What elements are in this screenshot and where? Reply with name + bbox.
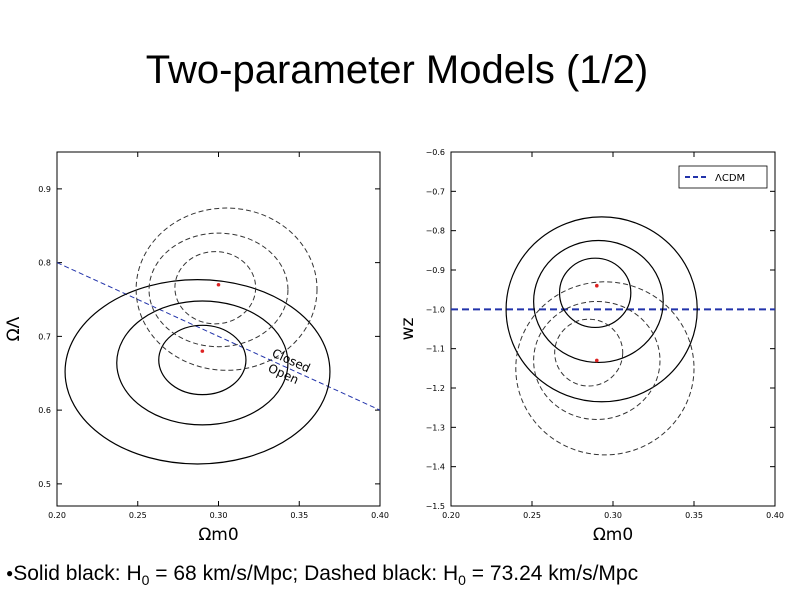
y-tick-label: −1.5 <box>426 502 445 511</box>
solid-best-fit-point <box>200 349 205 353</box>
caption-text-3: = 73.24 km/s/Mpc <box>465 562 639 585</box>
y-axis-label: wz <box>398 318 418 341</box>
caption-sub-2: 0 <box>458 572 466 589</box>
y-tick-label: −1.4 <box>426 463 445 472</box>
x-tick-label: 0.30 <box>210 511 228 520</box>
x-tick-label: 0.20 <box>48 511 66 520</box>
solid-contour-3sigma <box>505 216 698 403</box>
x-tick-label: 0.20 <box>442 511 460 520</box>
y-axis-label: ΩΛ <box>4 316 24 341</box>
slide-title: Two-parameter Models (1/2) <box>145 48 649 92</box>
x-tick-label: 0.30 <box>604 511 622 520</box>
x-tick-label: 0.40 <box>371 511 389 520</box>
caption: ●Solid black: H0 = 68 km/s/Mpc; Dashed b… <box>6 562 638 588</box>
dashed-best-fit-point <box>216 282 221 287</box>
dashed-contour-1sigma <box>554 318 624 387</box>
dashed-contour-2sigma <box>533 300 661 420</box>
y-tick-label: 0.6 <box>38 406 51 415</box>
closed-open-boundary-line <box>57 262 380 411</box>
x-tick-label: 0.25 <box>523 511 541 520</box>
x-tick-label: 0.35 <box>290 511 308 520</box>
plot-area <box>57 207 380 465</box>
y-tick-label: −1.3 <box>426 423 445 432</box>
dashed-contour-3sigma <box>515 281 695 456</box>
dashed-best-fit-point <box>595 358 599 363</box>
solid-contour-1sigma <box>558 257 632 329</box>
dashed-contour-1sigma <box>174 251 257 325</box>
y-tick-label: −0.8 <box>426 227 445 236</box>
solid-contour-2sigma <box>116 300 289 426</box>
y-tick-label: −0.7 <box>426 187 445 196</box>
legend-box <box>678 165 768 189</box>
equation-of-state-panel: 0.20 0.25 0.30 0.35 0.40 −0.6 −0.7 −0.8 −0.9 −1.0… <box>398 148 784 545</box>
x-axis-label: Ωm0 <box>198 525 238 545</box>
caption-sub-1: 0 <box>141 572 150 589</box>
plot-frame <box>56 151 381 507</box>
solid-contour-3sigma <box>64 278 331 465</box>
bullet-icon: ● <box>6 566 14 580</box>
y-tick-label: 0.8 <box>38 259 51 268</box>
caption-text-1: Solid black: H <box>13 562 142 585</box>
solid-contour-2sigma <box>533 239 664 364</box>
legend-label: ΛCDM <box>715 173 745 184</box>
x-tick-label: 0.25 <box>129 511 147 520</box>
y-tick-label: −1.0 <box>426 305 445 314</box>
solid-contour-1sigma <box>158 324 247 396</box>
y-tick-label: −0.9 <box>426 266 445 275</box>
solid-best-fit-point <box>595 283 599 288</box>
y-tick-label: −0.6 <box>426 148 445 157</box>
x-axis-label: Ωm0 <box>593 525 633 545</box>
caption-text-2: = 68 km/s/Mpc; Dashed black: H <box>149 562 459 585</box>
y-tick-label: −1.1 <box>426 345 445 354</box>
dashed-contour-2sigma <box>148 232 289 348</box>
contour-figure: 0.20 0.25 0.30 0.35 0.40 0.5 0.6 0.7 0.8 0.9 Ωm0 ΩΛ… <box>4 148 784 545</box>
y-tick-label: 0.5 <box>38 480 51 489</box>
plot-area <box>451 216 775 456</box>
x-tick-label: 0.35 <box>685 511 703 520</box>
omega-lambda-panel: 0.20 0.25 0.30 0.35 0.40 0.5 0.6 0.7 0.8 0.9 Ωm0 ΩΛ… <box>4 151 389 545</box>
y-tick-label: −1.2 <box>426 384 445 393</box>
y-tick-label: 0.9 <box>38 185 51 194</box>
y-tick-label: 0.7 <box>38 332 51 341</box>
x-tick-label: 0.40 <box>766 511 784 520</box>
dashed-contour-3sigma <box>135 207 318 371</box>
